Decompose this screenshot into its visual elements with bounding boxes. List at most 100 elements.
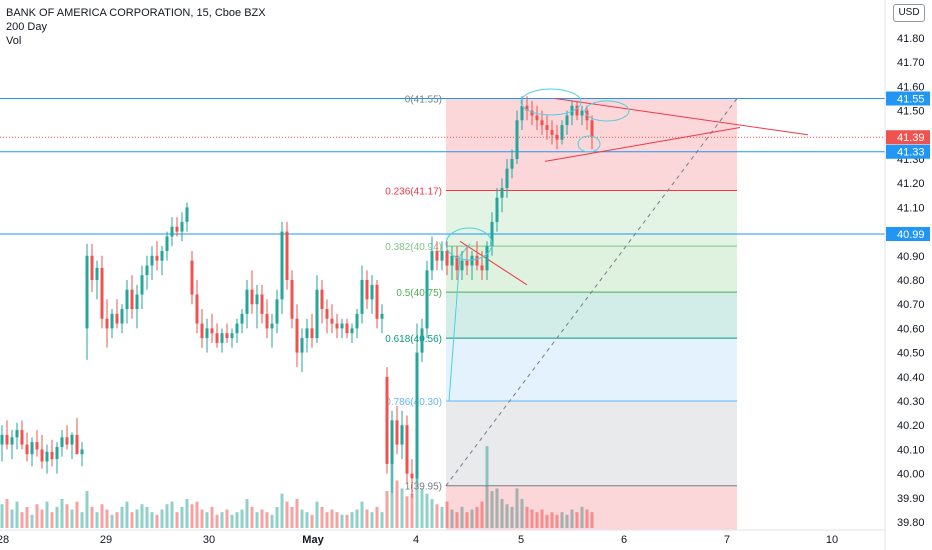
candle-body: [380, 313, 384, 319]
candle-body: [415, 352, 419, 479]
volume-bar: [495, 488, 499, 528]
fib-level-label: 1(39.95): [405, 482, 442, 493]
volume-bar: [155, 514, 159, 528]
volume-bar: [300, 509, 304, 528]
volume-bar: [525, 506, 529, 528]
candle-body: [20, 430, 24, 445]
candle-body: [175, 226, 179, 232]
pattern-drawings[interactable]: [445, 88, 630, 261]
currency-button[interactable]: USD: [893, 4, 925, 22]
candle-body: [25, 444, 29, 455]
candle-body: [100, 267, 104, 319]
candle-body: [135, 294, 139, 310]
fibonacci-retracement[interactable]: 0(41.55) 0.236(41.17) 0.382(40.94) 0.5(40.7…: [385, 95, 738, 531]
candle-body: [470, 255, 474, 266]
candle-body: [420, 328, 424, 353]
candle-body: [250, 289, 254, 305]
volume-bar: [560, 512, 564, 528]
volume-bar: [245, 498, 249, 528]
volume-bar: [100, 504, 104, 528]
volume-bar: [555, 514, 559, 528]
candle-body: [85, 255, 89, 329]
candle-body: [395, 420, 399, 445]
volume-bar: [10, 509, 14, 528]
symbol-title: BANK OF AMERICA CORPORATION, 15, Cboe BZ…: [6, 7, 266, 19]
candle-body: [105, 318, 109, 329]
volume-bar: [415, 462, 419, 528]
time-axis[interactable]: 28 29 30 May 4 5 6 7 10: [0, 534, 838, 546]
volume-bar: [290, 506, 294, 528]
indicator-label[interactable]: 200 Day: [6, 21, 47, 33]
volume-bar: [320, 506, 324, 528]
volume-bar: [150, 512, 154, 528]
volume-bar: [590, 512, 594, 528]
candle-body: [555, 134, 559, 140]
candle-body: [570, 105, 574, 116]
candle-body: [200, 323, 204, 339]
candle-body: [265, 313, 269, 329]
price-badge-text: 41.33: [897, 147, 925, 159]
volume-bar: [175, 512, 179, 528]
volume-bar: [130, 512, 134, 528]
time-axis-label: May: [302, 534, 324, 546]
candle-body: [205, 328, 209, 339]
volume-bar: [5, 498, 9, 528]
volume-bar: [50, 512, 54, 528]
candle-body: [230, 333, 234, 339]
price-badge: [886, 144, 930, 159]
volume-bar: [220, 512, 224, 528]
volume-bar: [235, 512, 239, 528]
volume-bar: [460, 506, 464, 528]
candle-body: [145, 265, 149, 276]
candle-body: [450, 255, 454, 266]
candle-body: [390, 420, 394, 464]
candle-body: [295, 318, 299, 353]
volume-bar: [380, 512, 384, 528]
volume-bar: [195, 501, 199, 528]
volume-bar: [360, 501, 364, 528]
volume-bar: [135, 509, 139, 528]
volume-bar: [35, 504, 39, 528]
price-axis-tick: 39.80: [897, 517, 925, 529]
volume-bar: [585, 509, 589, 528]
candle-body: [350, 328, 354, 334]
candle-body: [240, 313, 244, 324]
volume-bar: [340, 514, 344, 528]
time-axis-label: 30: [203, 534, 215, 546]
candle-body: [195, 294, 199, 324]
horizontal-levels[interactable]: [0, 98, 885, 235]
volume-bar: [375, 506, 379, 528]
volume-bar: [535, 512, 539, 528]
volume-bar: [510, 506, 514, 528]
candle-body: [5, 434, 9, 445]
candle-body: [215, 333, 219, 343]
volume-bar: [230, 514, 234, 528]
volume-bar: [200, 509, 204, 528]
candle-body: [575, 105, 579, 116]
price-axis-tick: 41.80: [897, 33, 925, 45]
fib-zone: [446, 401, 737, 486]
price-axis-tick: 40.50: [897, 348, 925, 360]
candle-body: [40, 449, 44, 462]
candle-body: [405, 425, 409, 474]
candle-body: [15, 430, 19, 438]
candle-body: [440, 250, 444, 261]
volume-label[interactable]: Vol: [6, 35, 22, 47]
fib-level-label: 0.5(40.75): [396, 288, 442, 299]
volume-bar: [365, 509, 369, 528]
candle-body: [150, 255, 154, 266]
price-axis[interactable]: 41.8041.7041.6041.5041.4041.3041.2041.10…: [897, 33, 925, 529]
volume-bar: [565, 514, 569, 528]
volume-bar: [490, 491, 494, 528]
price-axis-tick: 39.90: [897, 493, 925, 505]
volume-bar: [545, 514, 549, 528]
candle-body: [140, 275, 144, 295]
time-axis-label: 10: [826, 534, 838, 546]
volume-bar: [15, 501, 19, 528]
candle-body: [545, 125, 549, 130]
volume-bar: [410, 493, 414, 528]
candle-body: [510, 159, 514, 169]
triangle-lower-line: [544, 127, 741, 162]
volume-bar: [445, 501, 449, 528]
